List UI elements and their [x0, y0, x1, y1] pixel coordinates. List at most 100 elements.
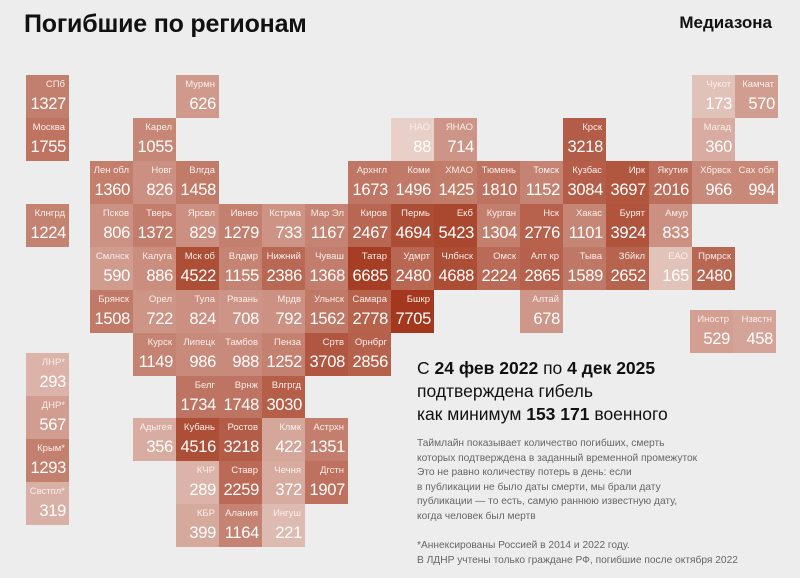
region-value: 824: [189, 310, 216, 328]
region-tile: Бурят 3924: [606, 204, 649, 247]
region-label: Тверь: [146, 208, 172, 219]
region-label: Дгстн: [319, 465, 344, 476]
region-tile: Ингуш 221: [262, 504, 305, 547]
region-value: 1164: [224, 524, 260, 542]
region-label: Орнбрг: [354, 337, 387, 348]
region-tile: Тула 824: [176, 290, 219, 333]
region-label: Липецк: [183, 337, 215, 348]
region-label: Клнгрд: [34, 208, 65, 219]
summary-line3-prefix: как минимум: [417, 404, 527, 424]
region-value: 988: [232, 353, 259, 371]
region-label: Влгда: [189, 165, 215, 176]
region-tile: Липецк 986: [176, 333, 219, 376]
note-line: Это не равно количеству потерь в день: е…: [417, 467, 632, 479]
region-tile: Архнгл 1673: [348, 161, 391, 204]
region-label: Лен обл: [93, 165, 129, 176]
region-tile: Магад 360: [692, 118, 735, 161]
region-tile: Хакас 1101: [563, 204, 606, 247]
region-label: Алт кр: [530, 251, 559, 262]
region-tile: Тверь 1372: [133, 204, 176, 247]
region-tile: Иностр 529: [690, 310, 733, 353]
region-tile: Кубань 4516: [176, 418, 219, 461]
region-tile: Крск 3218: [563, 118, 606, 161]
region-value: 165: [662, 267, 689, 285]
region-value: 1304: [481, 224, 517, 242]
region-label: Архнгл: [356, 165, 387, 176]
region-value: 1673: [352, 181, 388, 199]
region-value: 422: [275, 438, 302, 456]
region-label: Алания: [225, 508, 258, 519]
region-tile: Клнгрд 1224: [26, 204, 69, 247]
region-value: 173: [705, 95, 732, 113]
region-tile: Дгстн 1907: [305, 461, 348, 504]
region-value: 4688: [438, 267, 474, 285]
region-label: ХМАО: [445, 165, 473, 176]
region-value: 1360: [94, 181, 130, 199]
region-value: 289: [189, 481, 216, 499]
region-value: 6685: [352, 267, 388, 285]
region-tile: ЛНР* 293: [26, 353, 69, 396]
region-value: 570: [748, 95, 775, 113]
region-tile: ДНР* 567: [26, 396, 69, 439]
region-value: 3218: [223, 438, 259, 456]
region-label: Томск: [533, 165, 559, 176]
region-label: Курган: [486, 208, 516, 219]
region-value: 529: [703, 330, 730, 348]
region-value: 1152: [525, 181, 561, 199]
region-tile: Крым* 1293: [26, 439, 69, 482]
region-tile: Тамбов 988: [219, 333, 262, 376]
region-tile: Нзвстн 458: [733, 310, 776, 353]
region-tile: Киров 2467: [348, 204, 391, 247]
region-value: 722: [146, 310, 173, 328]
region-label: Ярсвл: [187, 208, 215, 219]
region-label: Самара: [352, 294, 387, 305]
region-tile: КЧР 289: [176, 461, 219, 504]
region-value: 792: [275, 310, 302, 328]
region-label: Рязань: [226, 294, 258, 305]
region-value: 826: [146, 181, 173, 199]
region-value: 567: [39, 416, 66, 434]
region-label: Удмрт: [403, 251, 430, 262]
region-label: Камчат: [742, 79, 774, 90]
region-tile: Брянск 1508: [90, 290, 133, 333]
region-value: 626: [189, 95, 216, 113]
region-label: Тыва: [579, 251, 602, 262]
region-label: Калуга: [142, 251, 172, 262]
region-label: Хакас: [575, 208, 602, 219]
region-label: Мурмн: [185, 79, 215, 90]
region-value: 1496: [395, 181, 431, 199]
region-tile: ЯНАО 714: [434, 118, 477, 161]
region-value: 2224: [481, 267, 517, 285]
region-label: Амур: [665, 208, 688, 219]
region-tile: Самара 2778: [348, 290, 391, 333]
region-value: 1425: [438, 181, 474, 199]
region-tile: Удмрт 2480: [391, 247, 434, 290]
region-value: 966: [705, 181, 732, 199]
region-label: Ирк: [628, 165, 645, 176]
region-label: ЯНАО: [445, 122, 473, 133]
region-tile: Екб 5423: [434, 204, 477, 247]
region-tile: Кузбас 3084: [563, 161, 606, 204]
region-value: 1327: [30, 95, 66, 113]
region-tile: Татар 6685: [348, 247, 391, 290]
summary-line-3: как минимум 153 171 военного: [417, 403, 668, 426]
region-tile: Врнж 1748: [219, 376, 262, 419]
region-tile: Чуваш 1368: [305, 247, 348, 290]
note-line: которых подтверждена в заданный временно…: [417, 452, 698, 464]
region-value: 2016: [653, 181, 689, 199]
summary-middle: по: [538, 358, 568, 378]
region-tile: Чукот 173: [692, 75, 735, 118]
region-label: Тамбов: [225, 337, 258, 348]
region-tile: Ростов 3218: [219, 418, 262, 461]
region-tile: Адыгея 356: [133, 418, 176, 461]
region-label: Алтай: [532, 294, 559, 305]
region-label: Мск об: [184, 251, 215, 262]
region-tile: Сах обл 994: [735, 161, 778, 204]
region-label: Пермь: [401, 208, 430, 219]
region-label: Омск: [493, 251, 516, 262]
region-label: Свстпл*: [29, 486, 65, 497]
region-tile: Орел 722: [133, 290, 176, 333]
region-label: Ульнск: [313, 294, 344, 305]
region-value: 458: [746, 330, 773, 348]
